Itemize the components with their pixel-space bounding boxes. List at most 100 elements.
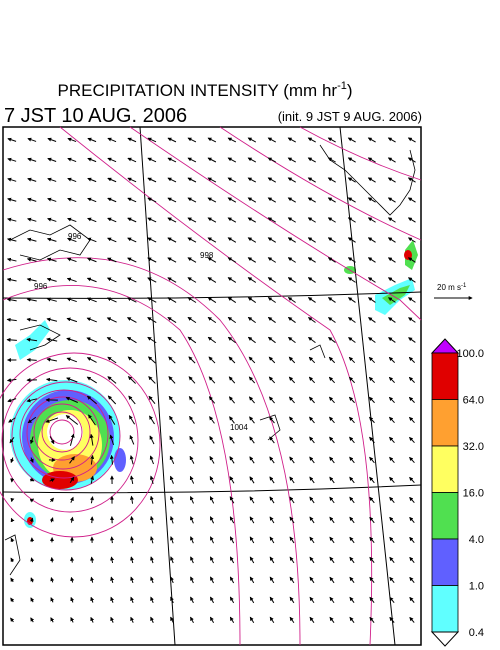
wind-vector bbox=[50, 556, 55, 563]
wind-vector bbox=[26, 257, 37, 262]
wind-vector bbox=[86, 317, 97, 323]
wind-vector bbox=[7, 157, 17, 162]
wind-vector bbox=[89, 433, 94, 446]
wind-vector bbox=[407, 157, 416, 163]
wind-vector bbox=[46, 337, 58, 342]
wind-vector bbox=[328, 356, 336, 364]
wind-vector bbox=[329, 576, 335, 584]
wind-vector bbox=[247, 336, 256, 344]
wind-vector bbox=[147, 336, 157, 344]
wind-vector bbox=[309, 616, 315, 624]
wind-vector bbox=[327, 197, 336, 203]
wind-vector bbox=[6, 337, 17, 342]
wind-vector bbox=[190, 616, 194, 624]
wind-vector bbox=[368, 337, 376, 343]
wind-vector bbox=[207, 197, 217, 203]
wind-vector bbox=[367, 137, 376, 143]
wind-vector bbox=[349, 416, 355, 424]
wind-vector bbox=[348, 337, 356, 343]
vector-reference: 20 m s-1 bbox=[434, 283, 473, 300]
wind-vector bbox=[127, 177, 137, 183]
wind-vector bbox=[387, 237, 396, 243]
wind-vector bbox=[149, 475, 154, 484]
wind-vector bbox=[210, 596, 214, 604]
wind-vector bbox=[349, 576, 355, 584]
wind-vector bbox=[107, 137, 117, 143]
wind-vector bbox=[47, 137, 57, 142]
wind-vector bbox=[29, 477, 35, 482]
wind-vector bbox=[167, 257, 177, 263]
wind-vector bbox=[167, 177, 177, 183]
wind-vector bbox=[106, 297, 117, 303]
wind-vector bbox=[67, 137, 77, 143]
wind-vector bbox=[227, 177, 237, 183]
wind-vector bbox=[66, 357, 78, 363]
wind-vector bbox=[287, 177, 296, 183]
wind-vector bbox=[348, 376, 355, 384]
wind-vector bbox=[208, 376, 216, 384]
wind-vector bbox=[329, 416, 335, 424]
wind-vector bbox=[227, 277, 237, 283]
wind-vector bbox=[387, 177, 396, 183]
wind-vector bbox=[369, 556, 375, 564]
wind-vector bbox=[187, 237, 197, 243]
wind-vector bbox=[367, 237, 376, 243]
colorbar-label: 64.0 bbox=[463, 395, 484, 407]
wind-vector bbox=[328, 337, 336, 343]
colorbar-label: 100.0 bbox=[456, 348, 484, 360]
wind-vector bbox=[128, 395, 136, 405]
wind-vector bbox=[227, 197, 237, 203]
wind-vector bbox=[369, 516, 375, 524]
wind-vector bbox=[229, 476, 235, 484]
wind-vector bbox=[308, 356, 316, 364]
wind-vector bbox=[150, 616, 154, 623]
wind-vector bbox=[409, 476, 415, 484]
wind-vector bbox=[129, 475, 134, 485]
wind-vector bbox=[387, 217, 396, 223]
wind-vector bbox=[289, 616, 295, 624]
wind-vector bbox=[147, 197, 157, 203]
wind-vector bbox=[367, 177, 376, 183]
wind-vector bbox=[47, 157, 57, 162]
wind-vector bbox=[287, 336, 296, 344]
wind-vector bbox=[327, 237, 336, 243]
wind-vector bbox=[309, 516, 315, 524]
wind-vector bbox=[107, 356, 117, 364]
wind-vector bbox=[349, 616, 355, 623]
wind-vector bbox=[70, 596, 75, 603]
wind-vector bbox=[407, 197, 416, 203]
wind-vector bbox=[107, 177, 117, 183]
wind-vector bbox=[26, 398, 38, 403]
wind-vector bbox=[27, 137, 37, 142]
wind-vector bbox=[150, 576, 154, 584]
colorbar-label: 32.0 bbox=[463, 441, 484, 453]
wind-vector bbox=[268, 396, 275, 404]
wind-vector bbox=[389, 416, 395, 424]
wind-vector bbox=[309, 536, 315, 544]
wind-vector bbox=[10, 617, 15, 623]
wind-vector bbox=[130, 596, 134, 603]
wind-vector bbox=[269, 436, 275, 444]
wind-vector bbox=[407, 217, 416, 223]
wind-vector bbox=[227, 137, 237, 143]
wind-vector bbox=[187, 297, 197, 303]
wind-vector bbox=[369, 616, 375, 623]
wind-vector bbox=[86, 395, 97, 405]
wind-vector bbox=[329, 596, 335, 604]
map: 996 996 998 1004 bbox=[0, 126, 422, 646]
wind-vector bbox=[267, 277, 276, 283]
wind-vectors bbox=[6, 137, 416, 624]
wind-vector bbox=[67, 217, 77, 223]
wind-vector bbox=[247, 177, 257, 183]
wind-vector bbox=[307, 157, 316, 163]
wind-vector bbox=[9, 437, 15, 444]
wind-vector bbox=[229, 456, 235, 464]
wind-vector bbox=[388, 297, 396, 303]
wind-vector bbox=[86, 357, 97, 363]
wind-vector bbox=[207, 177, 217, 183]
wind-vector bbox=[309, 456, 315, 464]
wind-vector bbox=[209, 536, 215, 544]
wind-vector bbox=[46, 377, 58, 382]
wind-vector bbox=[289, 476, 295, 484]
wind-vector bbox=[110, 556, 115, 564]
